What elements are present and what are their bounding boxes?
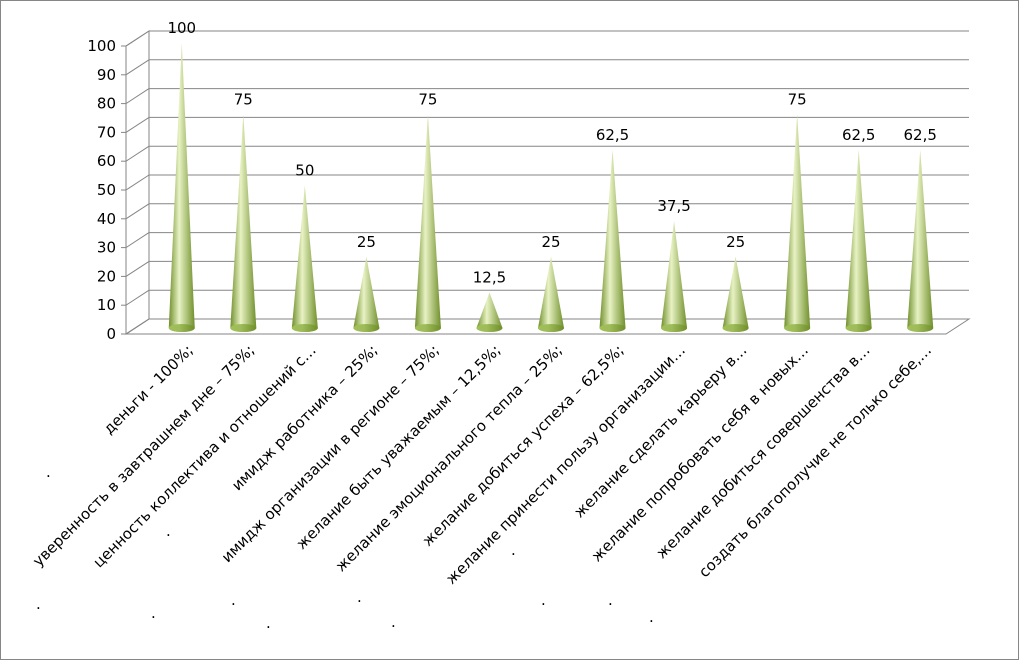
- cone-bar: [168, 43, 195, 332]
- data-label: 75: [788, 90, 807, 108]
- cone-series: [168, 43, 934, 332]
- cone-bar: [599, 149, 626, 332]
- category-bullet: .: [266, 614, 271, 632]
- category-label: имидж организации в регионе – 75%;: [218, 341, 443, 566]
- grid-layer: [125, 30, 969, 335]
- cone-bar: [414, 114, 441, 332]
- y-axis-ticks: 0 10 20 30 40 50 60 70 80 90 100: [87, 37, 126, 343]
- cone-bar: [661, 221, 688, 332]
- gridline-depth: [125, 232, 150, 249]
- gridline-depth: [125, 30, 150, 47]
- data-label: 75: [418, 90, 437, 108]
- category-bullet: .: [541, 591, 546, 609]
- cone-bar: [784, 114, 811, 332]
- data-label: 62,5: [904, 126, 937, 144]
- data-label: 37,5: [657, 197, 690, 215]
- y-tick-label: 90: [97, 66, 116, 84]
- data-label: 62,5: [596, 126, 629, 144]
- category-label: уверенность в завтрашнем дне – 75%;: [29, 341, 258, 570]
- cone-bar: [538, 256, 564, 332]
- category-bullet: .: [391, 613, 396, 631]
- data-label: 100: [167, 19, 196, 37]
- category-bullet: .: [511, 541, 516, 559]
- category-bullet: .: [166, 522, 171, 540]
- data-label: 25: [726, 233, 745, 251]
- cone-bar: [353, 256, 380, 332]
- y-tick-label: 80: [97, 95, 116, 113]
- gridline-depth: [125, 203, 150, 220]
- y-tick-label: 60: [97, 152, 116, 170]
- cone-bar: [722, 256, 749, 332]
- gridline-depth: [125, 260, 150, 277]
- cone-bar: [476, 292, 503, 332]
- y-tick-label: 0: [106, 325, 116, 343]
- data-label: 50: [295, 162, 314, 180]
- category-label: желание попробовать себя в новых…: [588, 341, 812, 565]
- gridline-depth: [125, 318, 150, 335]
- cone-bar: [291, 185, 318, 332]
- data-labels: 100 75 50 25 75 12,5 25 62,5 37,5 25 75 62,5 62,5: [167, 19, 936, 286]
- y-tick-label: 40: [97, 210, 116, 228]
- category-label: создать благополучие не только себе,…: [695, 341, 935, 581]
- category-labels: деньги - 100%;уверенность в завтрашнем д…: [29, 341, 935, 632]
- y-tick-label: 100: [87, 37, 116, 55]
- category-bullet: .: [36, 595, 41, 613]
- gridline-depth: [125, 145, 150, 162]
- cone-bar: [230, 114, 257, 332]
- data-label: 25: [357, 233, 376, 251]
- gridline-depth: [125, 59, 150, 76]
- category-bullet: .: [231, 591, 236, 609]
- y-tick-label: 20: [97, 267, 116, 285]
- category-bullet: .: [151, 604, 156, 622]
- category-label: желание эмоционального тепла – 25%;: [332, 341, 566, 575]
- data-label: 62,5: [842, 126, 875, 144]
- y-tick-label: 30: [97, 239, 116, 257]
- gridline-depth: [125, 289, 150, 306]
- category-bullet: .: [46, 463, 51, 481]
- gridline-depth: [125, 88, 150, 105]
- y-tick-label: 10: [97, 296, 116, 314]
- category-bullet: .: [649, 608, 654, 626]
- category-bullet: .: [608, 591, 613, 609]
- y-tick-label: 70: [97, 123, 116, 141]
- category-label: желание добиться совершенства в…: [652, 341, 873, 562]
- cone-bar: [907, 149, 934, 332]
- category-bullet: .: [357, 588, 362, 606]
- y-tick-label: 50: [97, 181, 116, 199]
- cone-bar: [845, 149, 872, 332]
- data-label: 75: [234, 90, 253, 108]
- data-label: 25: [541, 233, 560, 251]
- data-label: 12,5: [473, 268, 506, 286]
- gridline-depth: [125, 116, 150, 133]
- gridline-depth: [125, 174, 150, 191]
- category-label: ценность коллектива и отношений с…: [90, 341, 320, 571]
